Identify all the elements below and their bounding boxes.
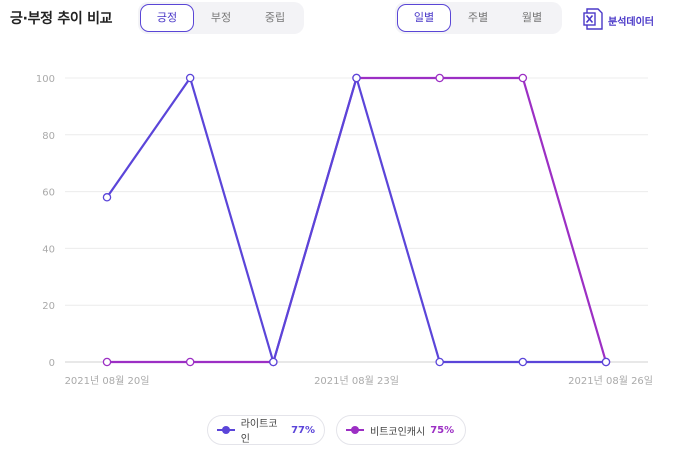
excel-icon [583,8,603,33]
y-tick-label: 100 [36,74,55,85]
x-tick-label: 2021년 08월 26일 [568,375,653,387]
legend-label: 비트코인캐시 [370,426,426,438]
period-tab-group: 일별 주별 월별 [395,2,562,34]
data-point [435,357,444,367]
x-tick-label: 2021년 08월 23일 [314,375,399,387]
legend-item-bitcoin-cash[interactable]: 비트코인캐시 75% [336,415,466,445]
series-line [106,76,606,364]
y-tick-label: 60 [42,188,55,199]
data-point [185,357,195,367]
legend-swatch [346,426,364,434]
y-tick-label: 40 [42,244,55,255]
legend-label: 라이트코인 [240,419,278,445]
tab-negative[interactable]: 부정 [210,11,232,24]
sentiment-tab-group: 긍정 부정 중립 [138,2,304,34]
export-data-button[interactable]: 분석데이터 [583,8,654,33]
legend-percent: 75% [430,424,455,436]
export-label: 분석데이터 [608,17,654,28]
data-point [102,193,112,202]
tab-weekly[interactable]: 주별 [467,11,489,24]
data-point [435,73,444,83]
chart-title: 긍·부정 추이 비교 [10,11,113,27]
data-point [601,357,611,367]
data-point [185,73,195,83]
y-tick-label: 0 [49,358,55,369]
data-point [352,73,361,83]
series-line [107,76,608,364]
tab-positive[interactable]: 긍정 [140,4,194,32]
legend-percent: 77% [291,424,315,436]
data-point [518,73,528,83]
tab-daily[interactable]: 일별 [397,4,451,32]
legend-item-litecoin[interactable]: 라이트코인 77% [207,415,325,445]
data-point [269,357,278,367]
data-point [102,357,112,367]
tab-monthly[interactable]: 월별 [521,11,543,24]
tab-neutral[interactable]: 중립 [264,11,286,24]
trend-line-chart: 0 20 40 60 80 100 2021년 08월 20일 2021년 08월 23일 20… [36,73,653,387]
y-tick-label: 80 [42,131,55,142]
legend-swatch [217,426,235,434]
x-tick-label: 2021년 08월 20일 [65,375,150,387]
y-tick-label: 20 [42,301,55,312]
data-point [518,357,528,367]
